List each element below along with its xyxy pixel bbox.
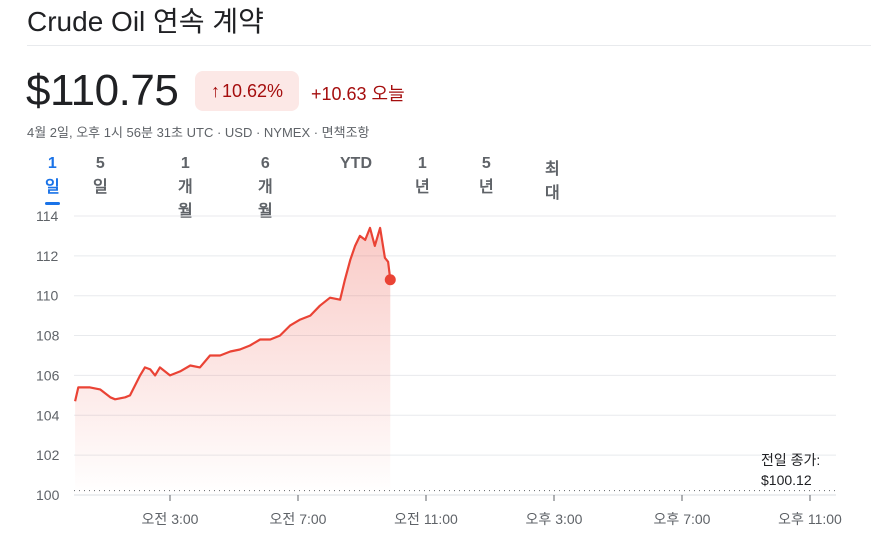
previous-close-label: 전일 종가: <box>761 452 821 468</box>
tab-7[interactable]: 최대 <box>545 161 560 202</box>
tab-6[interactable]: 5년 <box>479 155 494 196</box>
x-tick-label: 오후 3:00 <box>526 511 583 527</box>
x-tick-label: 오전 7:00 <box>270 511 327 527</box>
x-tick-label: 오후 7:00 <box>654 511 711 527</box>
change-percent: 10.62% <box>221 80 284 101</box>
current-price: $110.75 <box>26 66 179 115</box>
page-title: Crude Oil 연속 계약 <box>27 6 264 37</box>
tab-5[interactable]: 1년 <box>415 155 430 196</box>
change-absolute: +10.63 오늘 <box>311 84 405 104</box>
y-tick-label: 104 <box>36 407 60 423</box>
y-tick-label: 110 <box>36 288 59 304</box>
tab-0[interactable]: 1일 <box>45 153 60 205</box>
divider <box>27 45 871 46</box>
tab-1[interactable]: 5일 <box>93 155 108 196</box>
quote-meta: 4월 2일, 오후 1시 56분 31초 UTC · USD · NYMEX ·… <box>27 125 370 140</box>
price-area <box>75 227 391 495</box>
y-tick-label: 106 <box>36 367 60 383</box>
tab-4[interactable]: YTD <box>340 155 372 172</box>
x-tick-label: 오후 11:00 <box>778 511 842 527</box>
change-percent-badge: ↑ 10.62% <box>195 71 299 111</box>
previous-close-value: $100.12 <box>761 472 812 488</box>
arrow-up-icon: ↑ <box>210 80 220 101</box>
y-tick-label: 112 <box>36 248 59 264</box>
price-line <box>74 226 392 402</box>
tab-2[interactable]: 1개월 <box>178 155 193 220</box>
y-tick-label: 114 <box>36 208 59 224</box>
previous-close: 전일 종가: $100.12 <box>761 450 820 490</box>
y-tick-label: 108 <box>36 328 60 344</box>
x-tick-label: 오전 3:00 <box>142 511 199 527</box>
y-tick-label: 102 <box>36 447 60 463</box>
x-tick-label: 오전 11:00 <box>394 511 458 527</box>
y-tick-label: 100 <box>36 487 60 503</box>
current-price-marker <box>384 274 396 286</box>
